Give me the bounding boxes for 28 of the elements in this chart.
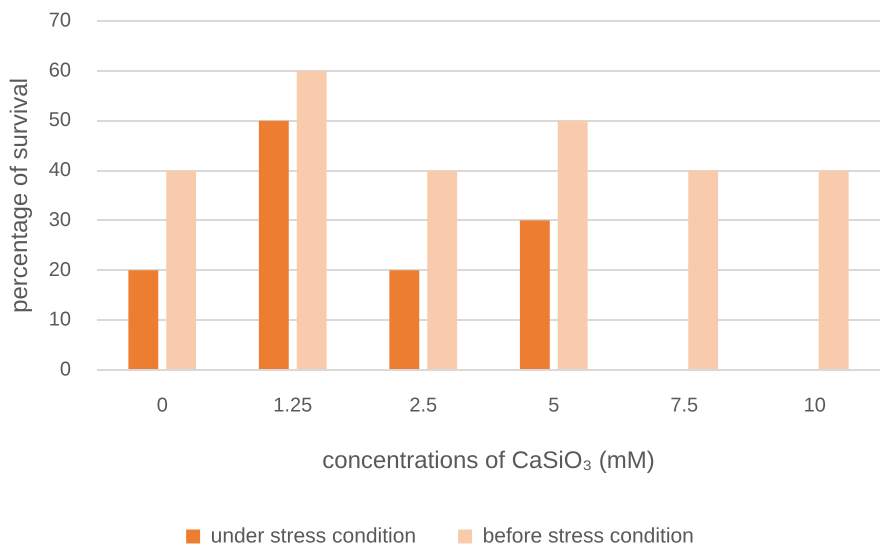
x-tick-label: 10: [804, 394, 826, 417]
y-tick-label: 0: [60, 358, 71, 381]
bar: [427, 170, 458, 369]
y-axis-title: percentage of survival: [6, 78, 34, 313]
y-tick-label: 10: [48, 308, 71, 331]
y-tick-label: 70: [48, 10, 71, 32]
bar: [166, 170, 196, 369]
legend-label: under stress condition: [210, 524, 416, 548]
y-tick-label: 40: [48, 159, 71, 182]
y-tick-label: 20: [48, 258, 71, 281]
y-tick-label: 30: [48, 208, 71, 231]
bar: [389, 270, 420, 369]
x-tick-label: 7.5: [670, 394, 698, 417]
x-tick-label: 2.5: [409, 394, 438, 417]
x-tick-label: 5: [548, 394, 560, 417]
bar: [296, 70, 327, 369]
bar: [818, 170, 849, 369]
bar: [128, 270, 158, 369]
bar: [688, 170, 718, 369]
x-axis-title: concentrations of CaSiO₃ (mM): [322, 447, 655, 474]
legend-label: before stress condition: [482, 524, 694, 548]
x-tick-label: 0: [156, 394, 168, 417]
x-tick-label: 1.25: [273, 394, 312, 417]
bar: [520, 220, 550, 369]
y-tick-label: 60: [48, 59, 71, 82]
bar: [258, 120, 289, 369]
y-tick-label: 50: [48, 109, 71, 132]
bar: [558, 120, 588, 369]
